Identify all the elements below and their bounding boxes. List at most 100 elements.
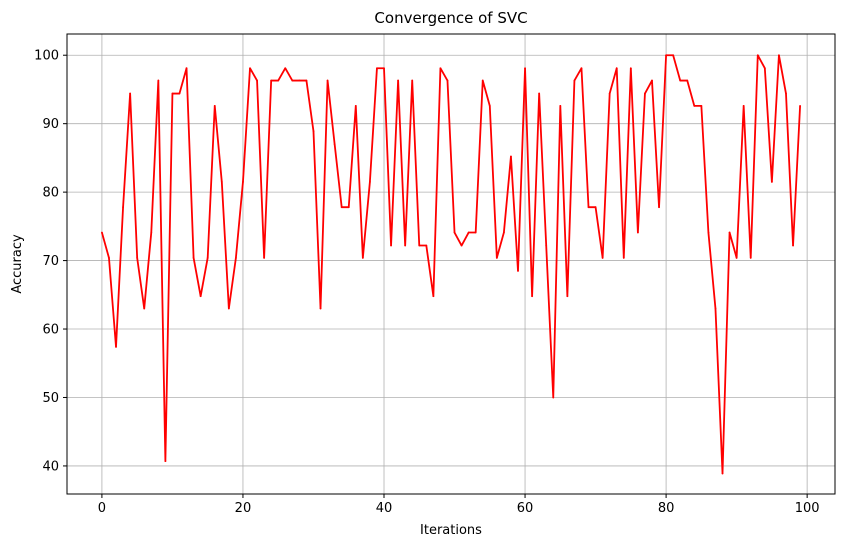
data-point [213,104,216,107]
data-point [291,79,294,82]
data-point [397,79,400,82]
data-point [629,67,632,70]
y-axis-label: Accuracy [10,234,25,294]
series-group [101,54,801,475]
data-point [199,295,202,298]
data-point [411,79,414,82]
data-point [185,67,188,70]
data-point [714,307,717,310]
data-point [531,295,534,298]
x-tick-label: 80 [658,501,675,516]
data-point [587,206,590,209]
data-point [150,231,153,234]
x-axis-label: Iterations [420,523,482,538]
data-point [693,104,696,107]
data-point [404,244,407,247]
data-point [559,104,562,107]
data-point [538,92,541,95]
data-point [122,206,124,209]
data-point [227,307,230,310]
data-point [573,79,576,82]
data-point [749,256,752,259]
data-point [700,104,703,107]
x-tick-label: 40 [376,501,393,516]
data-point [178,92,181,95]
y-tick-label: 90 [42,117,59,132]
data-point [171,92,174,95]
data-point [446,79,449,82]
data-point [305,79,308,82]
data-point [707,231,710,234]
data-point [742,104,745,107]
data-point [665,54,667,57]
data-point [799,104,801,107]
data-point [474,231,477,234]
data-point [481,79,484,82]
data-point [129,92,132,95]
data-point [361,256,364,259]
data-point [206,256,209,259]
data-point [502,231,505,234]
data-point [242,180,244,183]
data-point [256,79,258,82]
data-point [785,92,787,95]
x-tick-label: 60 [517,501,534,516]
y-tick-label: 60 [42,323,59,338]
data-point [488,104,491,107]
data-point [249,67,251,70]
data-point [658,206,660,209]
data-point [368,180,371,183]
data-point [778,54,780,57]
data-point [220,180,223,183]
data-point [418,244,421,247]
x-tick-label: 0 [98,501,106,516]
x-tick-label: 20 [235,501,252,516]
data-point [735,256,738,259]
data-point [545,244,548,247]
plot-frame [66,33,836,495]
data-point [622,256,625,259]
y-tick-label: 80 [42,186,59,201]
data-point [319,307,322,310]
data-point [340,206,343,209]
data-point [608,92,611,95]
data-point [298,79,301,82]
data-point [460,244,463,247]
data-point [326,79,329,82]
data-point [115,345,117,348]
data-point [686,79,689,82]
data-point [453,231,456,234]
data-point [770,180,773,183]
data-point [333,143,336,146]
data-point [636,231,639,234]
y-tick-label: 50 [42,391,59,406]
data-point [164,460,167,463]
x-axis: 0 20 40 60 80 100 [98,494,820,516]
data-point [552,396,555,399]
data-point [383,67,385,70]
data-point [615,67,618,70]
data-point [601,256,604,259]
data-point [192,256,195,259]
data-point [277,79,280,82]
data-point [235,256,237,259]
data-point [439,67,442,70]
data-point [679,79,682,82]
data-point [792,244,794,247]
data-point [108,256,110,259]
data-point [517,269,519,272]
data-point [510,155,512,158]
data-point [763,67,766,70]
data-point [347,206,350,209]
y-axis: 40 50 60 70 80 90 100 [34,49,67,474]
data-point [728,231,731,234]
data-point [101,231,103,234]
y-tick-label: 40 [42,459,59,474]
data-point [376,67,378,70]
data-point [312,130,315,133]
y-tick-label: 100 [34,49,59,64]
data-point [651,79,653,82]
data-point [270,79,273,82]
data-point [136,256,139,259]
